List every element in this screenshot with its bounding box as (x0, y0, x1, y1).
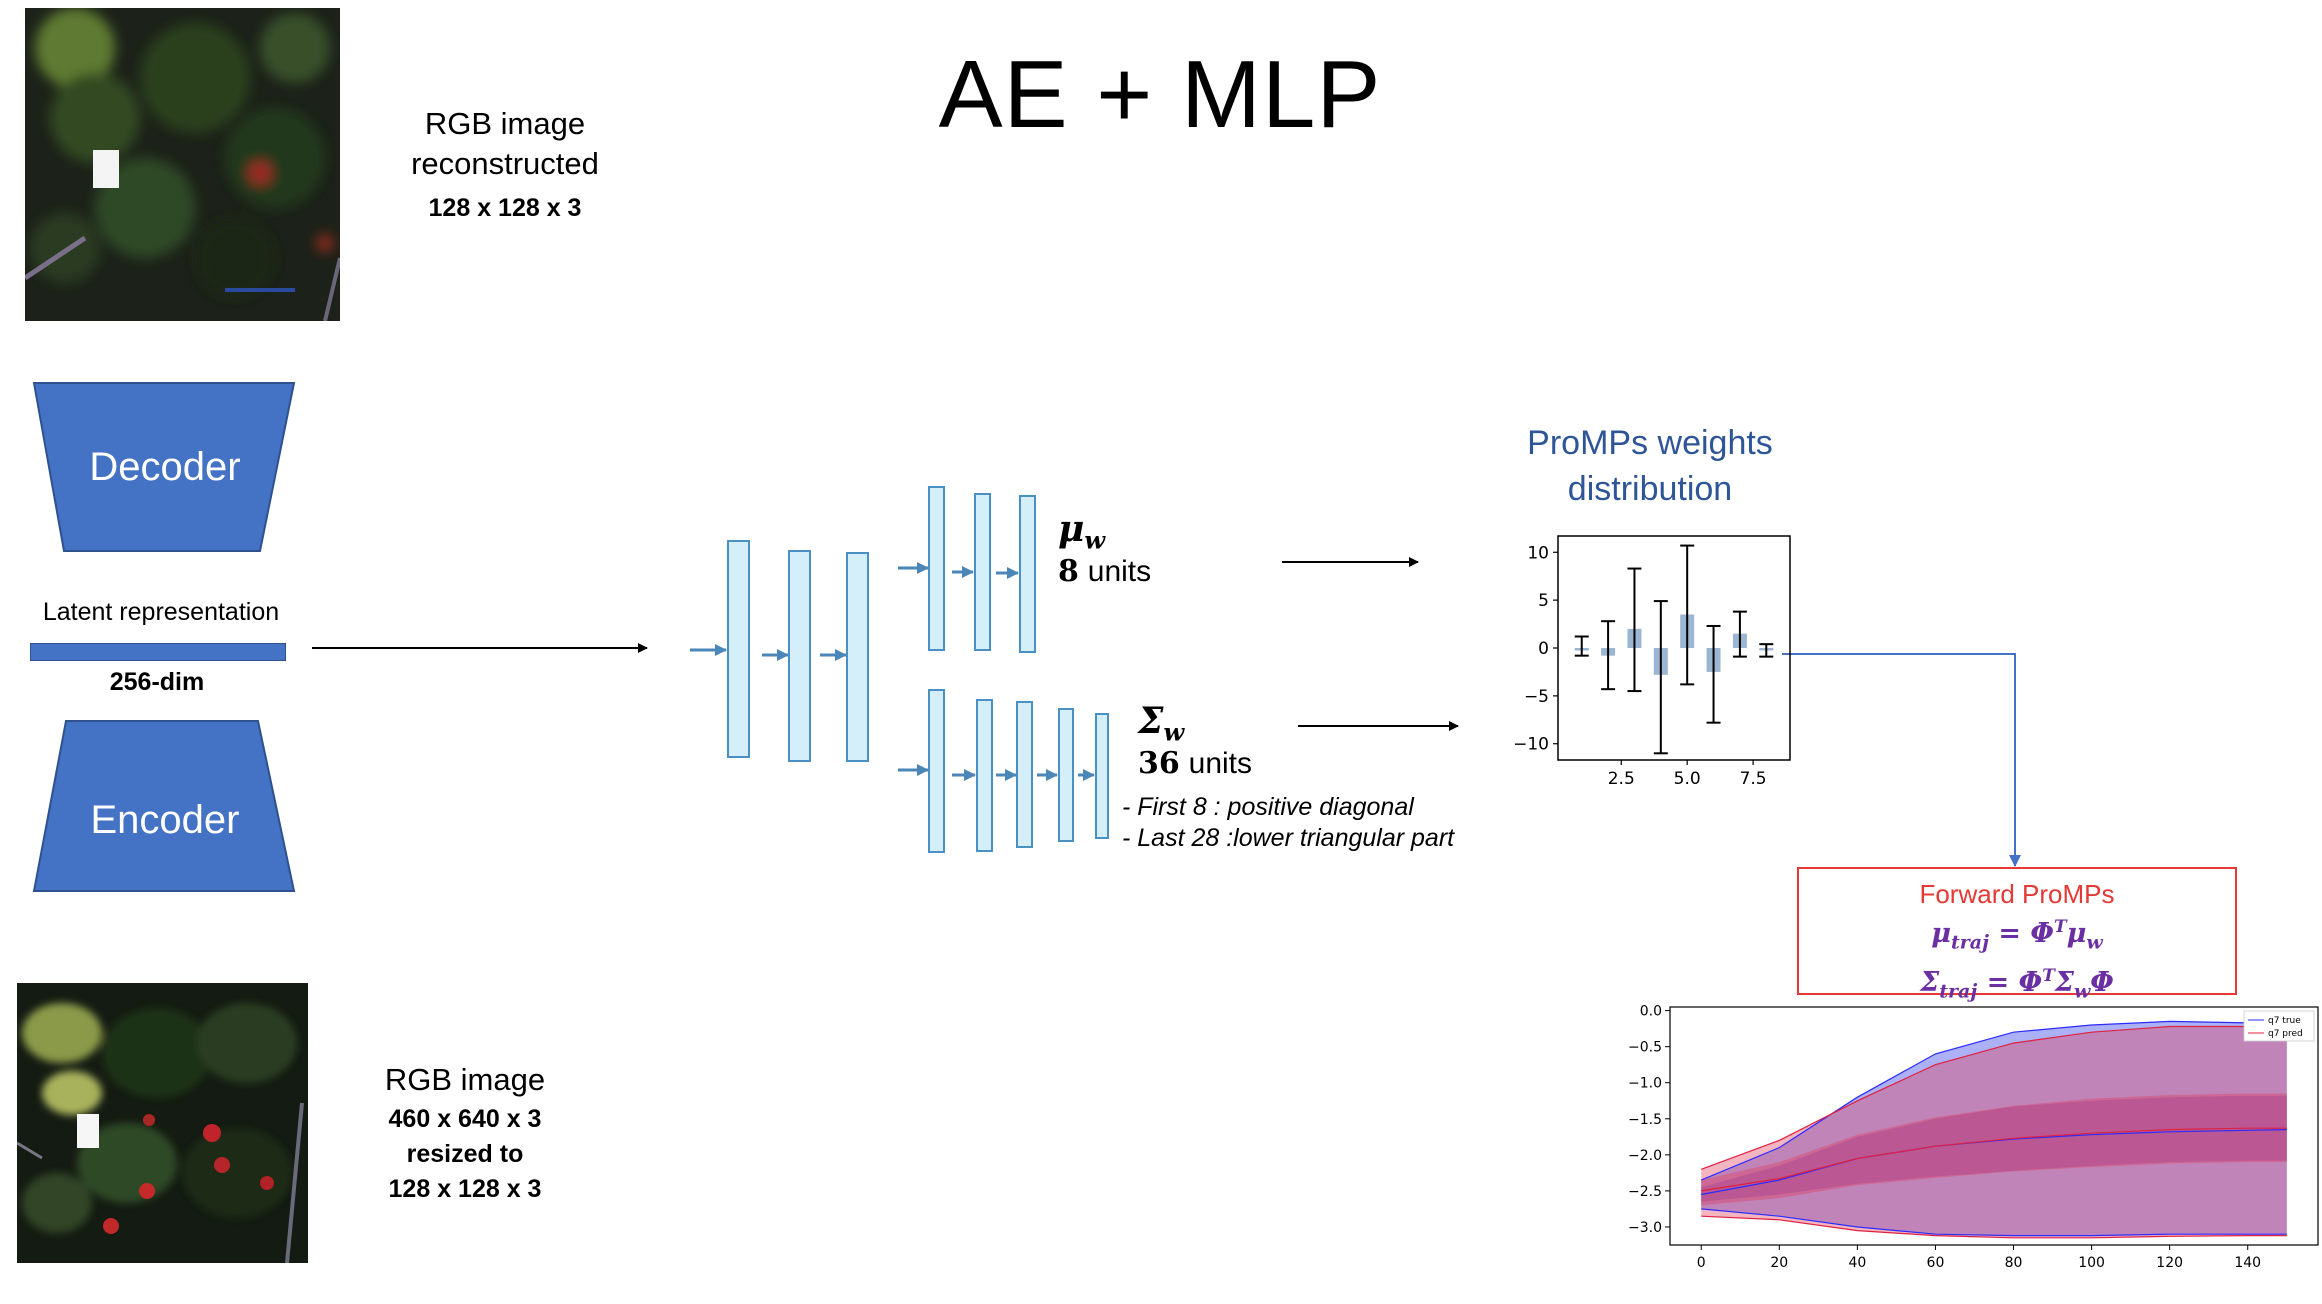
x-tick-label: 7.5 (1740, 769, 1767, 789)
x-tick-label: 0 (1697, 1255, 1706, 1271)
sigma-note-triangular: - Last 28 :lower triangular part (1122, 824, 1455, 852)
trajectory-chart: 0.0 −0.5 −1.0 −1.5 −2.0 −2.5 −3.0 0 20 40 60 80 100 1… (1628, 1004, 2319, 1271)
band-edge (1700, 1020, 2287, 1181)
y-tick-label: 10 (1527, 543, 1549, 563)
traj-plot-frame (1669, 1006, 2319, 1246)
weights-plot-frame (1557, 535, 1791, 761)
input-label-line1: RGB image (384, 1062, 546, 1097)
band-edge (1701, 1215, 2287, 1239)
mu-subscript: w (1084, 525, 1106, 555)
encoder-block (32, 720, 296, 892)
x-tick-label: 20 (1770, 1255, 1788, 1271)
promps-title-line2: distribution (1567, 470, 1733, 508)
inner-band (1701, 1093, 2287, 1206)
latent-dims: 256-dim (109, 668, 205, 696)
y-tick-label: 5 (1538, 591, 1549, 611)
x-tick-label: 120 (2156, 1255, 2183, 1271)
input-dims-original: 460 x 640 x 3 (388, 1105, 542, 1133)
sigma-note-diagonal: - First 8 : positive diagonal (1122, 793, 1414, 821)
forward-promps-box: Forward ProMPs μtraj = ΦTμw Σtraj = ΦTΣw… (1797, 867, 2237, 1003)
promps-to-forward-connector (1782, 653, 2021, 867)
y-tick-label: −5 (1524, 687, 1549, 707)
y-tick-label: 0.0 (1640, 1004, 1662, 1020)
outer-band (1701, 1026, 2287, 1238)
mean-line (1701, 1127, 2287, 1192)
mu-units-count: 8 (1058, 554, 1079, 590)
y-tick-label: −3.0 (1628, 1220, 1662, 1236)
y-tick-label: −1.5 (1628, 1112, 1662, 1128)
y-tick-label: 0 (1538, 639, 1549, 659)
slide-title: AE + MLP (938, 41, 1382, 148)
sigma-units-label: units (1188, 747, 1253, 781)
forward-eq-mean: μtraj = ΦTμw (1931, 917, 2103, 954)
y-tick-label: −2.0 (1628, 1148, 1662, 1164)
weights-chart: 10 5 0 −5 −10 2.5 5.0 7.5 (1513, 535, 1791, 789)
input-dims-resized: 128 x 128 x 3 (388, 1175, 542, 1203)
legend-box (2243, 1010, 2315, 1042)
mu-head-layers (898, 486, 1036, 653)
reconstructed-image (25, 8, 340, 321)
x-tick-label: 140 (2234, 1255, 2261, 1271)
mu-units-label: units (1087, 555, 1152, 589)
mu-symbol: μ (1058, 508, 1085, 550)
inner-band (1701, 1095, 2287, 1202)
forward-eq-cov: Σtraj = ΦTΣwΦ (1920, 966, 2114, 1003)
encoder-label: Encoder (90, 798, 240, 842)
y-tick-label: −1.0 (1628, 1076, 1662, 1092)
decoder-label: Decoder (89, 445, 241, 489)
promps-title-line1: ProMPs weights (1527, 424, 1773, 462)
latent-label: Latent representation (42, 598, 280, 626)
y-tick-label: −10 (1513, 735, 1549, 755)
sigma-symbol: Σ (1138, 700, 1164, 742)
x-tick-label: 100 (2078, 1255, 2105, 1271)
input-resized-label: resized to (406, 1140, 524, 1168)
band-edge (1701, 1208, 2287, 1237)
forward-promps-title: Forward ProMPs (1919, 879, 2115, 909)
x-tick-label: 40 (1848, 1255, 1866, 1271)
sigma-head-layers (898, 689, 1109, 853)
y-tick-label: −0.5 (1628, 1040, 1662, 1056)
band-edge (1700, 1025, 2287, 1170)
x-tick-label: 5.0 (1674, 769, 1701, 789)
x-tick-label: 2.5 (1608, 769, 1635, 789)
mean-line (1701, 1129, 2287, 1196)
latent-bar (30, 643, 286, 661)
x-tick-label: 60 (1927, 1255, 1945, 1271)
legend-label: q7 true (2268, 1016, 2301, 1026)
reconstructed-label-line1: RGB image (424, 106, 586, 141)
x-tick-label: 80 (2005, 1255, 2023, 1271)
input-image (17, 983, 308, 1263)
legend-label: q7 pred (2268, 1029, 2303, 1039)
reconstructed-dims: 128 x 128 x 3 (428, 194, 582, 222)
y-tick-label: −2.5 (1628, 1184, 1662, 1200)
sigma-units-count: 36 (1138, 746, 1180, 782)
decoder-block (32, 382, 296, 552)
sigma-subscript: w (1163, 717, 1185, 747)
outer-band (1701, 1021, 2287, 1236)
mlp-trunk (690, 540, 869, 762)
reconstructed-label-line2: reconstructed (411, 146, 599, 181)
